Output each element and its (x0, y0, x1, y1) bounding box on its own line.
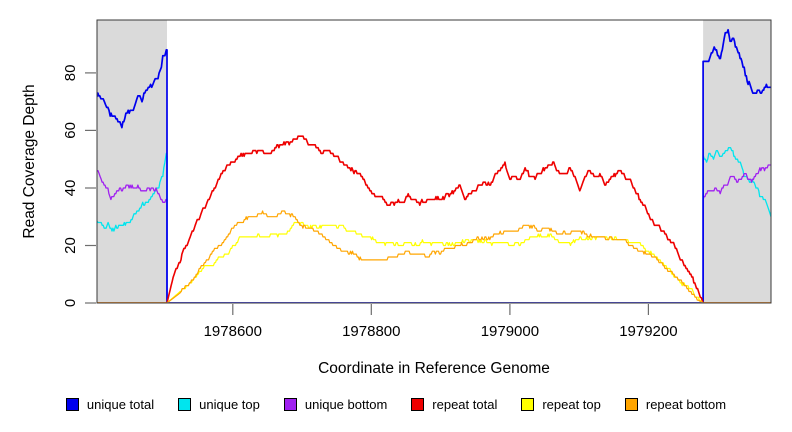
x-tick-label: 1978800 (342, 323, 400, 340)
legend-label: repeat top (542, 397, 601, 412)
legend-label: unique bottom (304, 397, 388, 412)
y-tick-label: 0 (62, 299, 79, 307)
legend-swatch-icon-repeat-top (521, 398, 535, 411)
legend-label: unique total (86, 397, 155, 412)
legend-swatch-icon-unique-total (65, 398, 79, 411)
plot-border (96, 19, 772, 304)
y-tick-label: 20 (62, 237, 79, 254)
x-tick-label: 1979200 (619, 323, 677, 340)
legend: unique total unique top unique bottom repea… (0, 397, 792, 412)
legend-label: repeat total (432, 397, 498, 412)
x-tick-label: 1979000 (481, 323, 539, 340)
y-tick-label: 80 (62, 65, 79, 82)
y-axis-title: Read Coverage Depth (21, 84, 38, 238)
legend-item-repeat-bottom: repeat bottom (624, 397, 727, 412)
legend-swatch-icon-repeat-total (411, 398, 425, 411)
series-line-repeat-bottom (96, 210, 772, 304)
legend-item-unique-bottom: unique bottom (283, 397, 388, 412)
x-axis-title: Coordinate in Reference Genome (318, 360, 550, 377)
legend-item-unique-top: unique top (178, 397, 260, 412)
legend-label: repeat bottom (645, 397, 727, 412)
y-tick-label: 60 (62, 122, 79, 139)
series-line-unique-top (96, 147, 772, 304)
legend-item-unique-total: unique total (65, 397, 155, 412)
shaded-region-0 (97, 20, 167, 303)
shaded-regions (97, 20, 771, 303)
y-tick-label: 40 (62, 180, 79, 197)
legend-label: unique top (199, 397, 260, 412)
chart-canvas: 1978600 1978800 1979000 1979200 0 20 40 60 80 Co… (21, 19, 772, 377)
shaded-region-1 (703, 20, 771, 303)
x-tick-label: 1978600 (204, 323, 262, 340)
series-line-unique-total (96, 28, 772, 304)
series-line-unique-bottom (96, 164, 772, 304)
series-lines (96, 28, 772, 304)
legend-swatch-icon-repeat-bottom (624, 398, 638, 411)
axes: 1978600 1978800 1979000 1979200 0 20 40 60 80 (62, 19, 772, 340)
legend-item-repeat-top: repeat top (521, 397, 601, 412)
series-line-repeat-top (96, 221, 772, 304)
legend-item-repeat-total: repeat total (411, 397, 497, 412)
legend-swatch-icon-unique-bottom (283, 398, 297, 411)
legend-swatch-icon-unique-top (178, 398, 192, 411)
series-line-repeat-total (96, 135, 772, 304)
